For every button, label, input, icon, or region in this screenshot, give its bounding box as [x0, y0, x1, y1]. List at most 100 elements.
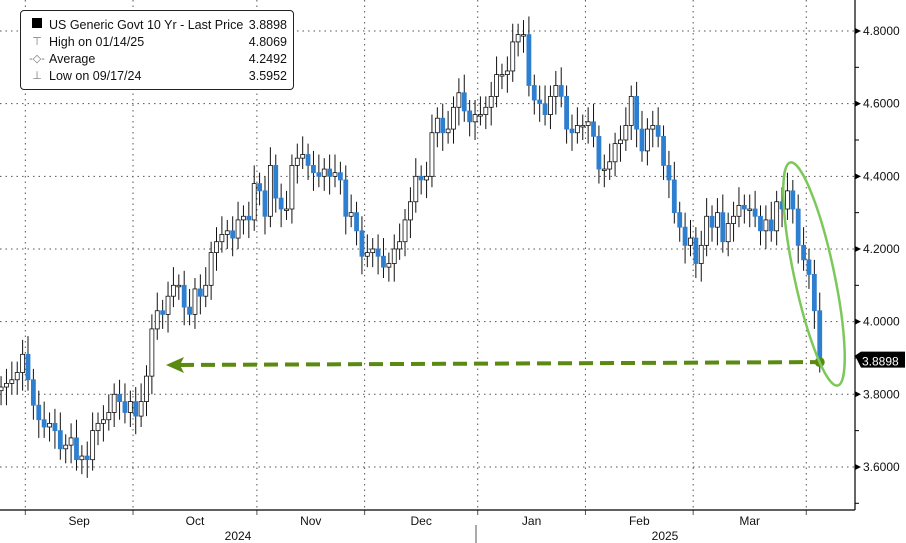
candle: [521, 34, 526, 37]
candle: [461, 92, 467, 112]
candle: [95, 422, 101, 432]
y-tick: [855, 100, 861, 107]
candle: [580, 125, 586, 128]
candle: [122, 401, 128, 413]
y-tick-label: 4.6000: [863, 97, 900, 111]
candle: [300, 154, 306, 159]
y-tick-label: 3.8000: [863, 387, 900, 401]
candle: [348, 212, 354, 217]
candle: [224, 230, 230, 235]
month-label: Feb: [629, 514, 650, 528]
y-tick-label: 4.2000: [863, 242, 900, 256]
candle: [171, 284, 176, 297]
candle: [284, 208, 289, 211]
legend-row-average: -◇- Average 4.2492: [29, 51, 287, 67]
candle: [741, 204, 747, 210]
candle: [332, 172, 338, 177]
candle: [488, 95, 494, 108]
candle: [4, 383, 9, 388]
candle: [785, 190, 790, 210]
candle: [354, 212, 359, 232]
candle: [402, 219, 408, 243]
candle: [203, 284, 209, 297]
candle: [424, 175, 429, 181]
candle: [650, 125, 656, 130]
candle: [47, 422, 52, 428]
y-tick: [855, 173, 861, 180]
candle: [677, 212, 683, 228]
candle: [817, 310, 823, 363]
candle: [106, 412, 112, 421]
year-label: 2024: [225, 529, 252, 543]
candle: [257, 183, 262, 192]
candle: [127, 401, 133, 413]
candle: [418, 175, 424, 181]
candle: [36, 404, 42, 421]
candle: [144, 375, 149, 402]
candle: [20, 353, 26, 373]
candle: [666, 165, 672, 181]
candle: [294, 157, 300, 166]
candle: [806, 259, 812, 275]
candle: [321, 168, 327, 177]
candle: [52, 422, 58, 432]
candle: [181, 284, 187, 308]
legend-value: 3.5952: [248, 69, 287, 83]
candle: [768, 219, 774, 232]
candle: [688, 237, 693, 246]
highlight-ellipse: [782, 161, 846, 387]
candle: [316, 172, 322, 177]
candle: [154, 310, 160, 330]
candle: [811, 274, 817, 312]
dashed-arrow-line: [179, 360, 820, 367]
month-label: Jan: [522, 514, 541, 528]
candle: [644, 128, 650, 152]
candle: [731, 215, 736, 224]
candle: [197, 288, 203, 297]
candle: [386, 263, 392, 268]
candle: [623, 125, 629, 141]
candle: [499, 74, 505, 77]
candle: [440, 117, 446, 134]
black-square-icon: [29, 17, 45, 33]
month-label: Dec: [410, 514, 431, 528]
candle: [553, 85, 559, 97]
candle: [74, 437, 79, 461]
y-tick-label: 4.0000: [863, 315, 900, 329]
candle: [111, 393, 117, 413]
candle: [655, 125, 661, 137]
candle: [795, 208, 801, 246]
y-tick-label: 3.6000: [863, 460, 900, 474]
candle: [138, 401, 144, 417]
candle: [801, 244, 806, 261]
candle: [90, 430, 96, 461]
legend-label: High on 01/14/25: [49, 35, 145, 49]
candle: [63, 444, 69, 450]
candle: [337, 172, 343, 181]
candle: [311, 165, 316, 174]
month-label: Sep: [68, 514, 90, 528]
candle: [548, 95, 553, 115]
candle: [709, 215, 715, 228]
candle: [30, 379, 36, 406]
candle: [612, 143, 618, 163]
candle: [504, 70, 510, 75]
candle: [262, 190, 268, 217]
candle: [618, 139, 623, 145]
candle: [208, 252, 214, 286]
candle: [752, 208, 758, 217]
candle: [478, 114, 483, 117]
candle: [133, 401, 139, 417]
candle: [607, 161, 613, 170]
candle: [14, 372, 20, 381]
candle: [149, 328, 155, 377]
month-label: Nov: [300, 514, 321, 528]
candle: [267, 165, 273, 217]
candle: [445, 128, 451, 134]
candle: [68, 437, 74, 446]
candle: [510, 41, 516, 72]
candle: [165, 295, 171, 315]
candle: [219, 234, 225, 243]
candle: [381, 255, 386, 268]
candle: [558, 85, 564, 97]
